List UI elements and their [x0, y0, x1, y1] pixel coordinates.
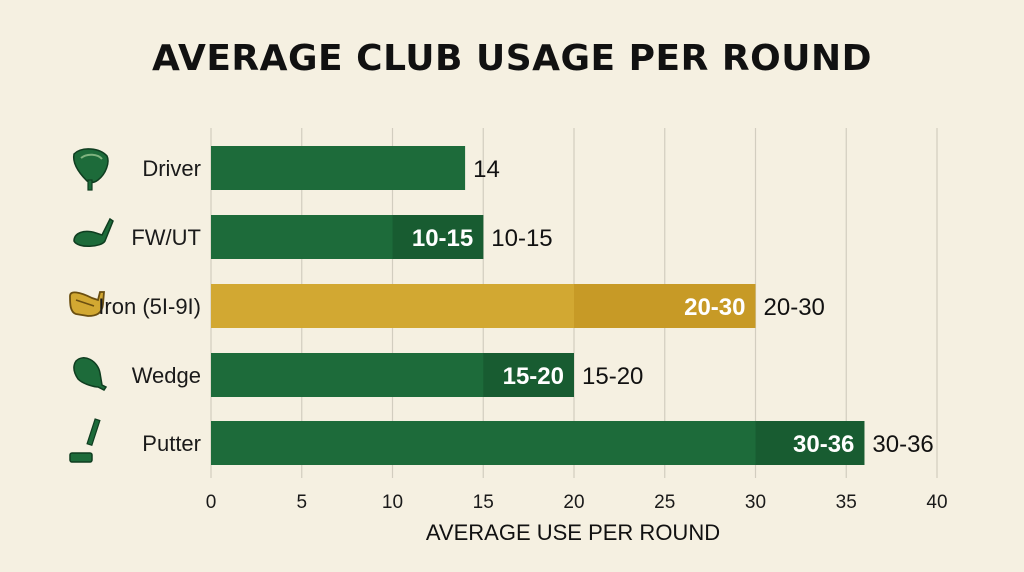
bar-group: 30-36 30-36: [211, 421, 934, 465]
driver-icon: [72, 148, 109, 191]
bar-group: 15-20 15-20: [211, 353, 643, 397]
bar-range-segment: [483, 353, 574, 397]
iron-icon: [69, 291, 105, 317]
x-axis-title: AVERAGE USE PER ROUND: [426, 520, 720, 545]
bar-range-segment: [755, 421, 865, 465]
driver-hosel: [87, 179, 93, 191]
x-tick-label: 30: [745, 492, 766, 513]
category-label: Putter: [142, 431, 201, 456]
category-label: Wedge: [132, 363, 201, 388]
x-tick-label: 15: [473, 492, 494, 513]
bar-value-label: 15-20: [582, 363, 643, 390]
chart-title: AVERAGE CLUB USAGE PER ROUND: [152, 38, 872, 79]
putter-shaft: [86, 418, 101, 447]
bar-inside-label: 30-36: [793, 431, 854, 458]
iron-line: [75, 299, 95, 307]
x-axis: 0 5 10 15 20 25 30 35 40: [206, 492, 948, 513]
putter-icon: [69, 418, 101, 463]
category-label: FW/UT: [131, 225, 201, 250]
category-label: Iron (5I-9I): [98, 294, 201, 319]
bar-value-label: 20-30: [764, 294, 825, 321]
x-tick-label: 5: [296, 492, 307, 513]
bar-value-label: 14: [473, 156, 500, 183]
bar-inside-label: 20-30: [684, 294, 745, 321]
bar-inside-label: 15-20: [503, 363, 564, 390]
x-tick-label: 40: [926, 492, 947, 513]
category-label: Driver: [142, 156, 201, 181]
bar-value-label: 10-15: [491, 225, 552, 252]
bar-value-label: 30-36: [872, 431, 933, 458]
wedge-icon: [73, 357, 108, 391]
driver-highlight: [80, 153, 103, 160]
fairway-wood-icon: [73, 217, 114, 247]
x-tick-label: 25: [654, 492, 675, 513]
wedge-head: [73, 357, 108, 391]
bar-group: 10-15 10-15: [211, 215, 553, 259]
bar-inside-label: 10-15: [412, 225, 473, 252]
x-tick-label: 35: [836, 492, 857, 513]
x-tick-label: 10: [382, 492, 403, 513]
putter-head: [69, 452, 93, 463]
bar: [211, 146, 466, 190]
bar-range-segment: [574, 284, 756, 328]
bar-range-segment: [392, 215, 484, 259]
x-tick-label: 0: [206, 492, 217, 513]
bar-group: 20-30 20-30: [211, 284, 825, 328]
bar-group: 14: [211, 146, 500, 190]
x-tick-label: 20: [563, 492, 584, 513]
fw-head: [73, 217, 114, 247]
